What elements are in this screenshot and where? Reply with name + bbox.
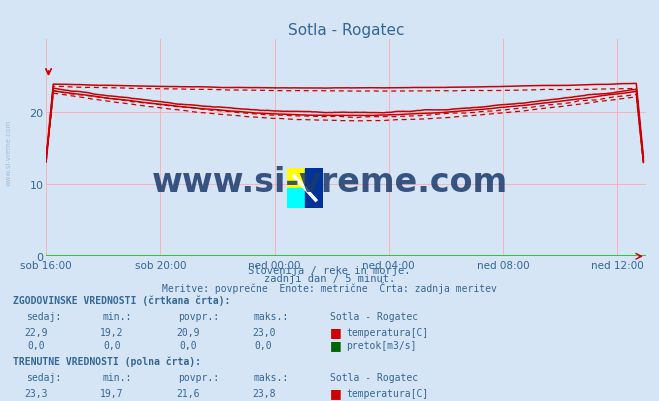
Title: Sotla - Rogatec: Sotla - Rogatec xyxy=(288,22,404,38)
Text: TRENUTNE VREDNOSTI (polna črta):: TRENUTNE VREDNOSTI (polna črta): xyxy=(13,356,201,366)
Text: 0,0: 0,0 xyxy=(28,340,45,350)
Bar xyxy=(287,168,304,188)
Text: 23,0: 23,0 xyxy=(252,327,275,337)
Text: ■: ■ xyxy=(330,386,341,399)
Text: temperatura[C]: temperatura[C] xyxy=(346,388,428,398)
Text: ■: ■ xyxy=(330,325,341,338)
Text: maks.:: maks.: xyxy=(254,372,289,382)
Text: min.:: min.: xyxy=(102,372,132,382)
Text: zadnji dan / 5 minut.: zadnji dan / 5 minut. xyxy=(264,274,395,284)
Text: 23,3: 23,3 xyxy=(24,388,48,398)
Text: 20,9: 20,9 xyxy=(176,327,200,337)
Text: sedaj:: sedaj: xyxy=(26,311,61,321)
Text: povpr.:: povpr.: xyxy=(178,311,219,321)
Text: ZGODOVINSKE VREDNOSTI (črtkana črta):: ZGODOVINSKE VREDNOSTI (črtkana črta): xyxy=(13,294,231,305)
Text: povpr.:: povpr.: xyxy=(178,372,219,382)
Text: ■: ■ xyxy=(330,338,341,351)
Text: Meritve: povprečne  Enote: metrične  Črta: zadnja meritev: Meritve: povprečne Enote: metrične Črta:… xyxy=(162,282,497,294)
Text: 19,7: 19,7 xyxy=(100,388,124,398)
Text: 22,9: 22,9 xyxy=(24,327,48,337)
Text: ■: ■ xyxy=(330,399,341,401)
Text: 21,6: 21,6 xyxy=(176,388,200,398)
Text: Slovenija / reke in morje.: Slovenija / reke in morje. xyxy=(248,266,411,275)
Text: Sotla - Rogatec: Sotla - Rogatec xyxy=(330,311,418,321)
Text: 0,0: 0,0 xyxy=(179,340,196,350)
Text: 23,8: 23,8 xyxy=(252,388,275,398)
Text: 0,0: 0,0 xyxy=(103,340,121,350)
Text: 19,2: 19,2 xyxy=(100,327,124,337)
Text: temperatura[C]: temperatura[C] xyxy=(346,327,428,337)
Bar xyxy=(304,168,323,209)
Text: Sotla - Rogatec: Sotla - Rogatec xyxy=(330,372,418,382)
Text: pretok[m3/s]: pretok[m3/s] xyxy=(346,340,416,350)
Text: sedaj:: sedaj: xyxy=(26,372,61,382)
Text: www.si-vreme.com: www.si-vreme.com xyxy=(152,166,507,199)
Text: min.:: min.: xyxy=(102,311,132,321)
Text: www.si-vreme.com: www.si-vreme.com xyxy=(5,119,12,185)
Text: maks.:: maks.: xyxy=(254,311,289,321)
Bar xyxy=(287,188,304,209)
Text: 0,0: 0,0 xyxy=(255,340,272,350)
